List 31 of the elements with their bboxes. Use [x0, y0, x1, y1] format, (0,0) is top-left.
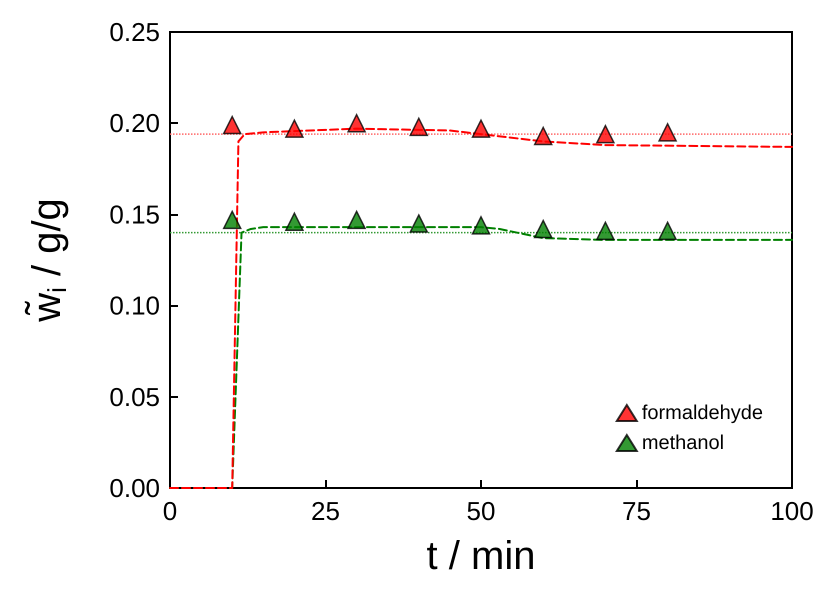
- point: [410, 214, 428, 233]
- y-axis-title: w̃i / g/g: [24, 198, 72, 323]
- point: [534, 220, 552, 238]
- point: [472, 119, 490, 138]
- point: [472, 216, 490, 235]
- y-tick-label: 0.25: [109, 17, 160, 47]
- point: [534, 126, 552, 146]
- x-tick-label: 25: [311, 496, 340, 526]
- legend-label: formaldehyde: [642, 402, 764, 424]
- x-tick-label: 50: [466, 496, 496, 526]
- point: [596, 124, 615, 144]
- y-tick-label: 0.20: [109, 108, 160, 138]
- x-axis-title: t / min: [426, 534, 536, 578]
- point: [285, 119, 304, 138]
- point: [410, 118, 428, 136]
- point: [347, 114, 366, 132]
- y-tick-label: 0.10: [109, 290, 160, 321]
- x-tick-label: 100: [770, 496, 814, 526]
- x-tick-label: 75: [622, 496, 651, 526]
- point: [285, 212, 304, 231]
- point: [347, 210, 366, 230]
- y-tick-label: 0.15: [109, 199, 160, 230]
- point: [658, 222, 677, 240]
- point: [222, 116, 242, 134]
- point: [658, 123, 677, 142]
- x-tick-label: 0: [162, 496, 178, 526]
- point: [596, 222, 615, 240]
- legend-label: methanol: [642, 432, 724, 454]
- y-tick-label: 0.05: [109, 382, 160, 412]
- y-tick-label: 0.00: [109, 473, 160, 503]
- point: [222, 210, 242, 230]
